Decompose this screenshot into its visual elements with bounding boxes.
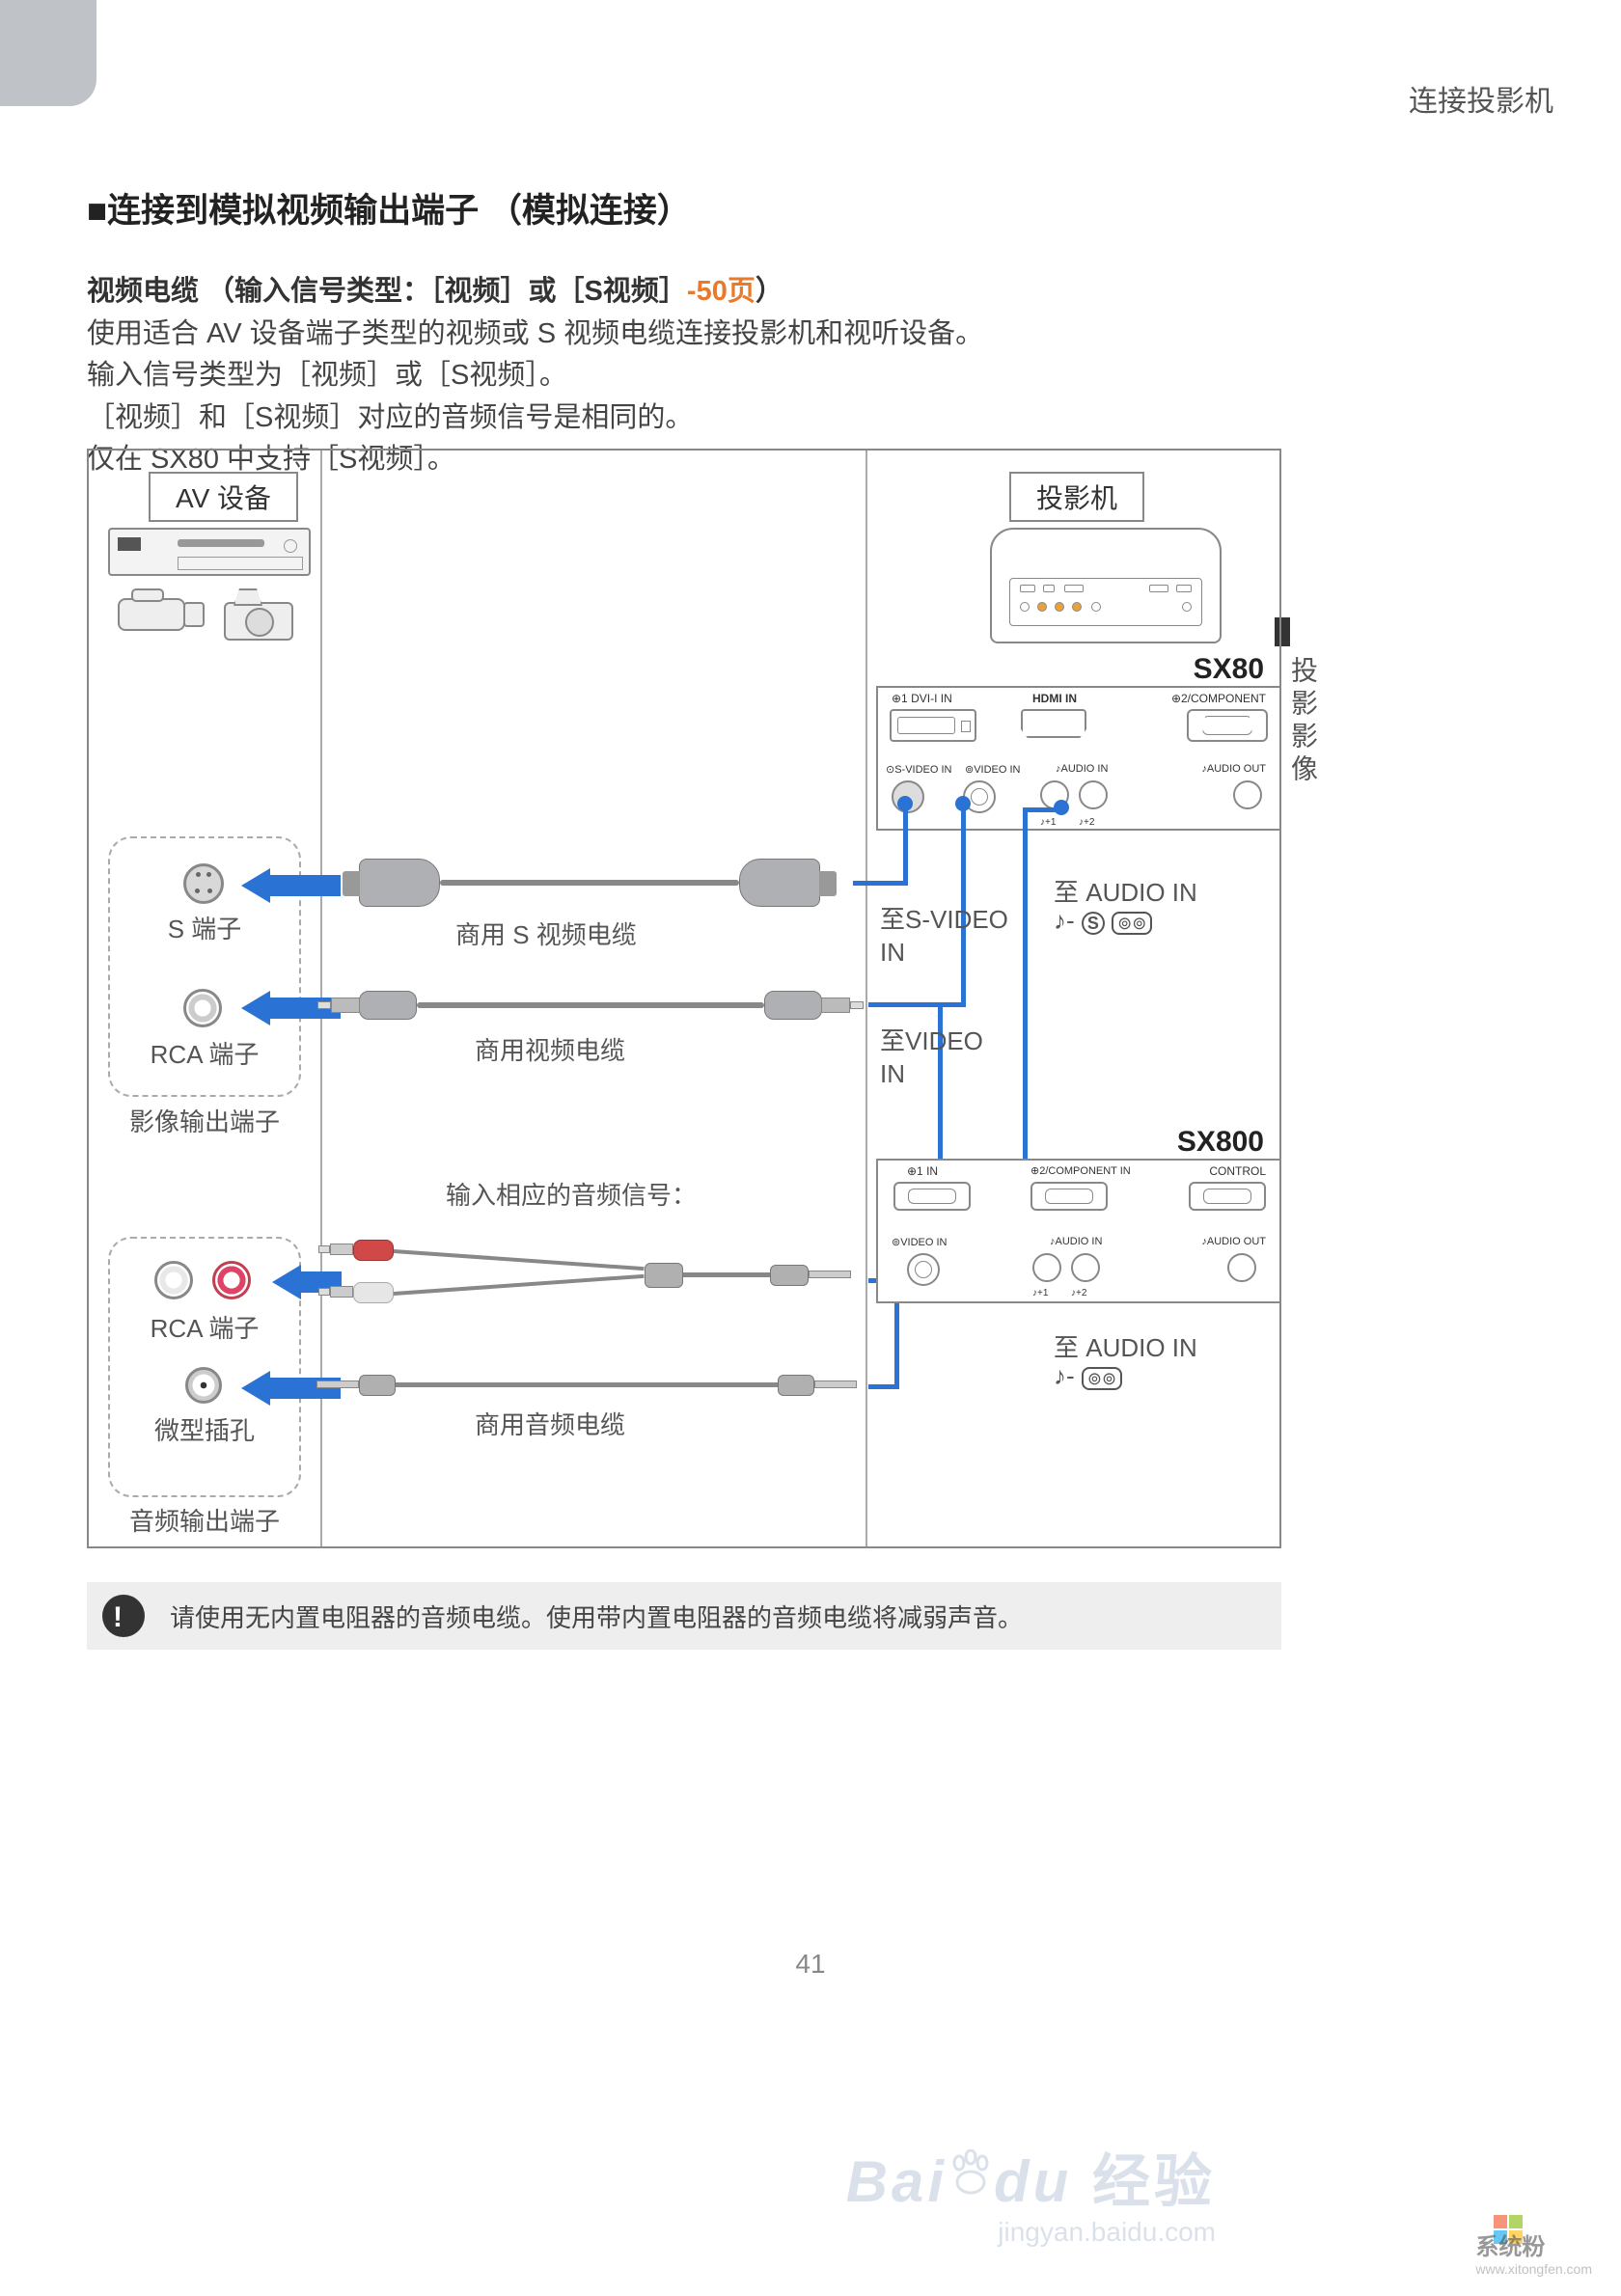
page-number: 41: [0, 1949, 1621, 1980]
subtitle-line1b: ）: [756, 276, 783, 307]
subtitle-line1a: 视频电缆 （输入信号类型：［视频］或［S视频］: [87, 276, 687, 307]
vga-port-1: [893, 1182, 971, 1211]
arrow-minijack-head: [241, 1371, 270, 1406]
port-label-audioout2: ♪AUDIO OUT: [1201, 1236, 1266, 1247]
dvd-player-icon: [108, 528, 311, 576]
page-ref-link[interactable]: -50页: [687, 276, 756, 307]
port-label-dvi: ⊕1 DVI-I IN: [892, 692, 952, 705]
control-port: [1189, 1182, 1266, 1211]
s-terminal-label: S 端子: [108, 910, 301, 945]
video-cable-body: [417, 1002, 764, 1008]
arrow-svideo-head: [241, 868, 270, 903]
hdmi-port: [1021, 709, 1086, 738]
projector-label: 投影机: [1009, 472, 1144, 522]
port-label-in: ⊕1 IN: [907, 1164, 938, 1178]
line-v-h: [868, 1002, 965, 1007]
line-sv-h: [853, 881, 907, 886]
model-sx800: SX800: [1177, 1126, 1264, 1159]
svideo-cable-body: [440, 880, 739, 886]
port-label-video2: ⊚VIDEO IN: [892, 1236, 948, 1248]
rca-terminal2-label: RCA 端子: [108, 1309, 301, 1345]
page-title: ■连接到模拟视频输出端子 （模拟连接）: [87, 183, 1274, 232]
audio-prompt: 输入相应的音频信号：: [446, 1176, 697, 1212]
subtitle-line2: 使用适合 AV 设备端子类型的视频或 S 视频电缆连接投影机和视听设备。: [87, 318, 983, 349]
port-label-hdmi: HDMI IN: [1032, 692, 1077, 705]
arrow-video-head: [241, 991, 270, 1025]
audio-port-r: [1079, 780, 1108, 809]
audio-out-port: [1233, 780, 1262, 809]
sx80-panel: ⊕1 DVI-I IN HDMI IN ⊕2/COMPONENT ⊙S-VIDE…: [876, 686, 1281, 831]
rca-white-jack: [154, 1261, 193, 1299]
to-audioin1-label: 至 AUDIO IN: [1054, 873, 1197, 909]
header-section-title: 连接投影机: [1409, 77, 1553, 120]
sx800-panel: ⊕1 IN ⊕2/COMPONENT IN CONTROL ⊚VIDEO IN …: [876, 1159, 1281, 1303]
port-label-audioout: ♪AUDIO OUT: [1201, 763, 1266, 775]
warning-icon: !: [102, 1595, 145, 1637]
header-corner-tab: [0, 0, 96, 106]
camcorder-icon: [118, 588, 205, 637]
av-device-label: AV 设备: [149, 472, 298, 522]
note-text: 请使用无内置电阻器的音频电缆。使用带内置电阻器的音频电缆将减弱声音。: [170, 1599, 1023, 1634]
watermark-sub: jingyan.baidu.com: [998, 2217, 1216, 2248]
audio-out-port2: [1227, 1253, 1256, 1282]
audio-out-label: 音频输出端子: [108, 1502, 301, 1538]
video-cable-label: 商用视频电缆: [475, 1031, 625, 1067]
video-out-label: 影像输出端子: [108, 1103, 301, 1138]
to-svideo-label: 至S-VIDEO IN: [880, 904, 1015, 970]
audio-cable-label: 商用音频电缆: [475, 1406, 625, 1441]
audio-port2-r: [1071, 1253, 1100, 1282]
port-label-comp2: ⊕2/COMPONENT IN: [1030, 1164, 1131, 1177]
svideo-plug-left: [359, 859, 440, 907]
rca-audio-cable: [318, 1236, 859, 1317]
rca-terminal-jack: [183, 989, 222, 1027]
video-port2: [907, 1253, 940, 1286]
model-sx80: SX80: [1194, 653, 1264, 686]
watermark-sys: 系统粉 www.xitongfen.com: [1475, 2228, 1592, 2277]
to-audioin2-label: 至 AUDIO IN: [1054, 1328, 1197, 1364]
camera-icon: [224, 588, 301, 642]
watermark-main: Bai du 经验: [846, 2135, 1216, 2219]
minijack-label: 微型插孔: [108, 1411, 301, 1447]
line-sv-v: [903, 804, 908, 886]
minijack-cable: [316, 1375, 857, 1404]
port-label-audioin: ♪AUDIO IN: [1056, 763, 1108, 775]
port-label-svideo: ⊙S-VIDEO IN: [886, 763, 952, 776]
subtitle-line3: 输入信号类型为［视频］或［S视频］。: [87, 360, 567, 391]
note-bar: ! 请使用无内置电阻器的音频电缆。使用带内置电阻器的音频电缆将减弱声音。: [87, 1582, 1281, 1650]
side-tab-text: 投影影像: [1283, 656, 1322, 787]
to-video-label: 至VIDEO IN: [880, 1025, 1015, 1091]
projector-icon: [990, 528, 1222, 643]
port-label-control: CONTROL: [1209, 1164, 1266, 1178]
s-terminal-jack: [183, 863, 224, 904]
vga-port-2: [1030, 1182, 1108, 1211]
video-plug-right: [764, 991, 822, 1020]
audio-icon2: ♪- ⊚⊚: [1054, 1361, 1122, 1391]
content-block: ■连接到模拟视频输出端子 （模拟连接） 视频电缆 （输入信号类型：［视频］或［S…: [87, 183, 1274, 481]
svideo-plug-right: [739, 859, 820, 907]
paw-icon: [948, 2149, 994, 2196]
minijack-terminal: [185, 1367, 222, 1404]
divider-right: [865, 451, 867, 1546]
port-label-video: ⊚VIDEO IN: [965, 763, 1021, 776]
line-v-dot: [955, 796, 971, 811]
connection-diagram: AV 设备 投影机: [87, 449, 1281, 1548]
arrow-rcaaudio-head: [272, 1265, 301, 1299]
rca-red-jack: [212, 1261, 251, 1299]
audio-icon1: ♪- S ⊚⊚: [1054, 906, 1152, 936]
arrow-svideo-bar: [268, 875, 341, 896]
line-a-h-sx80: [1023, 807, 1061, 812]
port-label-comp: ⊕2/COMPONENT: [1171, 692, 1266, 705]
subtitle-line4: ［视频］和［S视频］对应的音频信号是相同的。: [87, 402, 693, 433]
vga-port: [1187, 709, 1268, 742]
svideo-cable-label: 商用 S 视频电缆: [455, 916, 637, 951]
port-label-audioin2: ♪AUDIO IN: [1050, 1236, 1102, 1247]
rca-terminal-label: RCA 端子: [108, 1035, 301, 1071]
line-sv-dot: [897, 796, 913, 811]
audio-port2-l: [1032, 1253, 1061, 1282]
dvi-port: [890, 709, 976, 742]
video-plug-left: [359, 991, 417, 1020]
